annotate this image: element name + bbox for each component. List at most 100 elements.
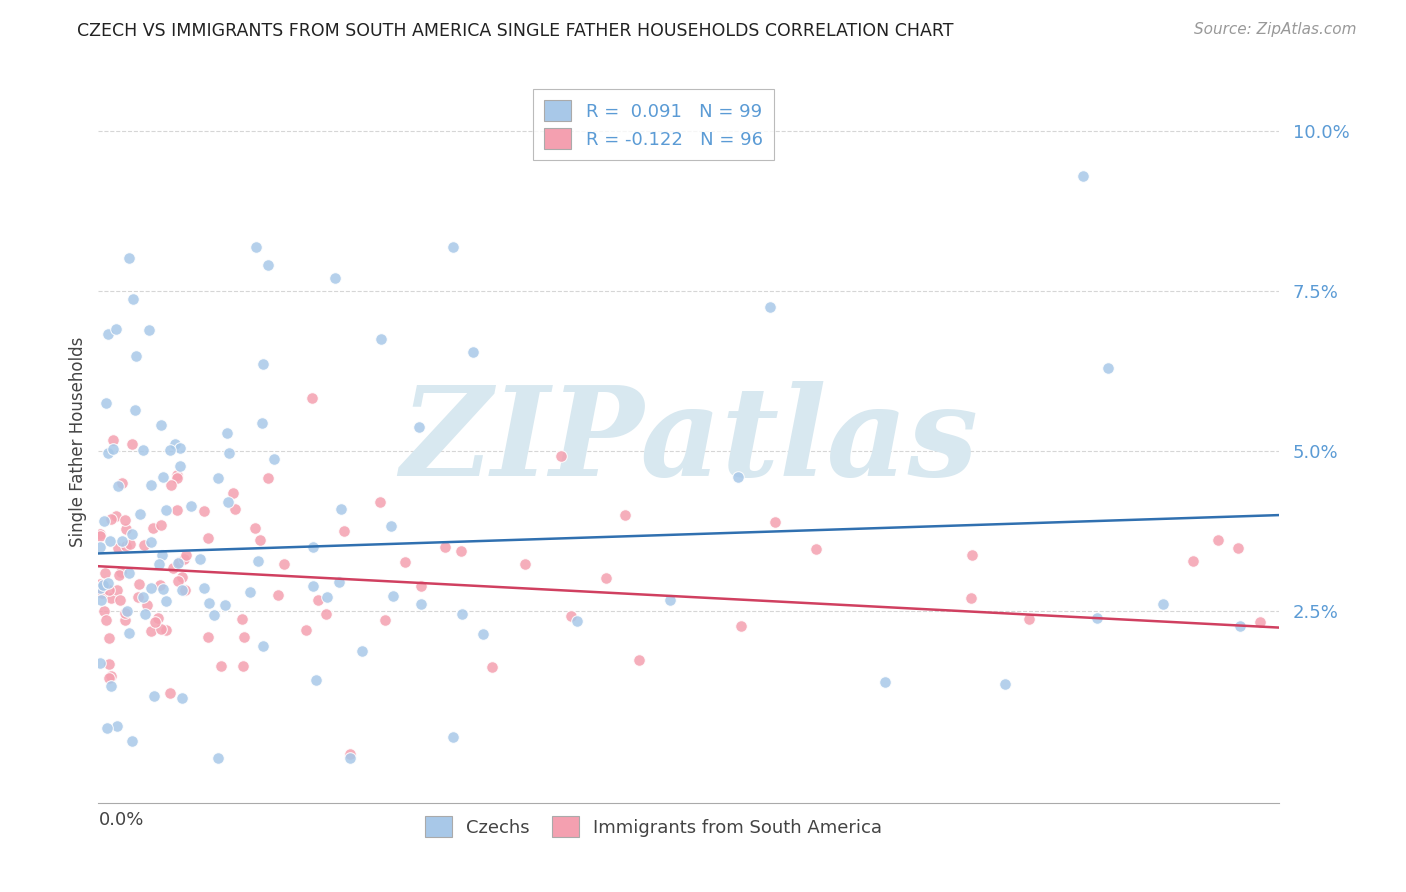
Point: [1206, 533, 1229, 548]
Point: [659, 593, 682, 607]
Point: [128, 577, 150, 591]
Point: [301, 391, 323, 405]
Point: [249, 533, 271, 547]
Point: [550, 449, 572, 463]
Point: [209, 658, 232, 673]
Point: [252, 416, 274, 430]
Point: [110, 565, 132, 579]
Point: [263, 452, 285, 467]
Point: [380, 519, 402, 533]
Point: [138, 323, 160, 337]
Point: [172, 690, 194, 705]
Point: [105, 583, 128, 598]
Point: [114, 513, 136, 527]
Point: [873, 674, 896, 689]
Point: [218, 446, 240, 460]
Point: [252, 358, 274, 372]
Point: [101, 442, 124, 456]
Point: [330, 502, 353, 516]
Point: [118, 252, 141, 266]
Point: [159, 686, 181, 700]
Point: [93, 566, 115, 580]
Point: [93, 578, 115, 592]
Point: [100, 591, 122, 606]
Y-axis label: Single Father Households: Single Father Households: [69, 336, 87, 547]
Point: [193, 581, 215, 595]
Point: [98, 631, 121, 645]
Point: [759, 300, 782, 314]
Point: [247, 554, 270, 568]
Point: [139, 582, 162, 596]
Point: [257, 258, 280, 272]
Point: [127, 590, 149, 604]
Point: [141, 624, 163, 638]
Point: [727, 470, 749, 484]
Point: [328, 575, 350, 590]
Point: [89, 581, 111, 595]
Point: [149, 417, 172, 432]
Point: [441, 731, 464, 745]
Point: [100, 669, 122, 683]
Point: [143, 615, 166, 630]
Point: [408, 419, 430, 434]
Point: [252, 639, 274, 653]
Point: [139, 534, 162, 549]
Point: [121, 734, 143, 748]
Point: [97, 326, 120, 341]
Point: [114, 539, 136, 553]
Point: [132, 443, 155, 458]
Point: [450, 543, 472, 558]
Point: [614, 508, 637, 523]
Point: [207, 470, 229, 484]
Point: [960, 591, 983, 606]
Point: [302, 579, 325, 593]
Point: [169, 441, 191, 455]
Point: [368, 495, 391, 509]
Point: [461, 345, 484, 359]
Point: [273, 557, 295, 571]
Point: [565, 614, 588, 628]
Point: [176, 548, 198, 562]
Point: [104, 322, 127, 336]
Point: [162, 561, 184, 575]
Point: [125, 349, 148, 363]
Point: [180, 499, 202, 513]
Point: [730, 619, 752, 633]
Point: [149, 578, 172, 592]
Point: [243, 521, 266, 535]
Point: [166, 503, 188, 517]
Point: [115, 604, 138, 618]
Point: [1249, 615, 1271, 629]
Point: [118, 625, 141, 640]
Point: [167, 555, 190, 569]
Point: [339, 751, 361, 765]
Point: [394, 555, 416, 569]
Point: [89, 529, 111, 543]
Point: [159, 443, 181, 458]
Point: [993, 677, 1015, 691]
Point: [89, 657, 111, 671]
Point: [441, 239, 464, 253]
Point: [207, 751, 229, 765]
Point: [323, 271, 346, 285]
Point: [370, 332, 392, 346]
Point: [97, 583, 120, 598]
Point: [155, 593, 177, 607]
Point: [100, 511, 122, 525]
Point: [148, 558, 170, 572]
Point: [1181, 554, 1204, 568]
Point: [1097, 361, 1119, 376]
Point: [267, 588, 290, 602]
Point: [105, 509, 128, 524]
Point: [96, 721, 118, 735]
Point: [100, 679, 122, 693]
Point: [1152, 597, 1174, 611]
Point: [1229, 619, 1251, 633]
Point: [150, 623, 173, 637]
Point: [239, 585, 262, 599]
Point: [245, 239, 267, 253]
Point: [152, 469, 174, 483]
Point: [315, 607, 337, 621]
Point: [94, 613, 117, 627]
Point: [232, 631, 254, 645]
